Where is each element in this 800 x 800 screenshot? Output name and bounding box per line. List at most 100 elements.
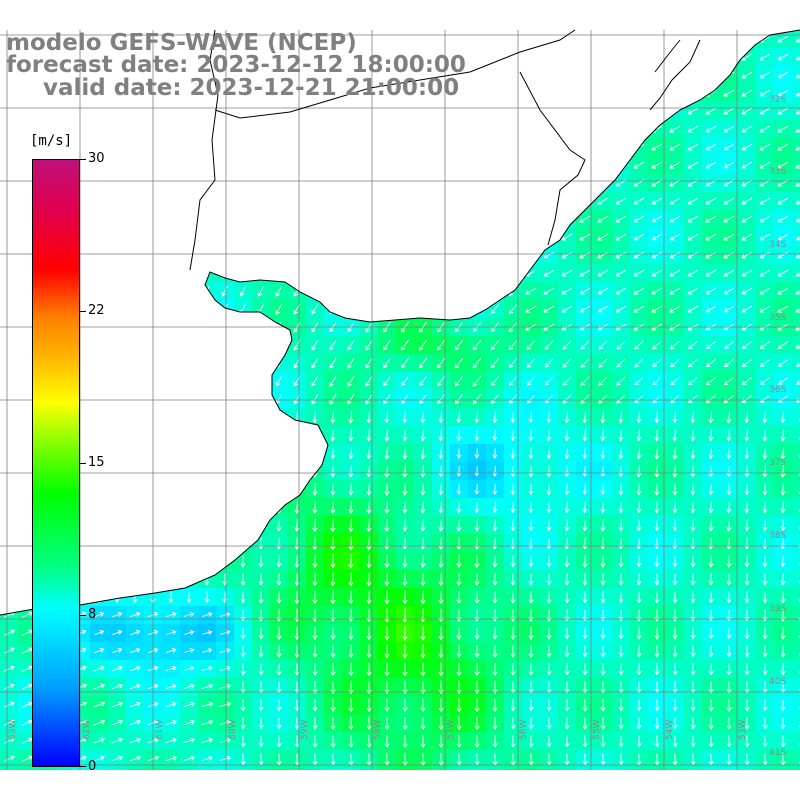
wind-arrow bbox=[383, 178, 391, 189]
wind-cell bbox=[324, 174, 342, 192]
wind-arrow bbox=[348, 680, 354, 695]
wind-arrow bbox=[456, 716, 462, 731]
wind-arrow bbox=[132, 411, 138, 424]
wind-arrow bbox=[777, 215, 788, 223]
wind-cell bbox=[90, 174, 108, 192]
wind-arrow bbox=[508, 214, 517, 224]
wind-cell bbox=[396, 246, 414, 264]
wind-arrow bbox=[455, 160, 463, 170]
wind-cell bbox=[612, 66, 630, 84]
wind-arrow bbox=[744, 411, 750, 424]
wind-cell bbox=[162, 516, 180, 534]
wind-arrow bbox=[762, 447, 768, 460]
wind-arrow bbox=[167, 285, 174, 298]
wind-arrow bbox=[259, 771, 263, 783]
wind-arrow bbox=[582, 465, 588, 478]
wind-cell bbox=[126, 426, 144, 444]
wind-cell bbox=[108, 462, 126, 480]
wind-arrow bbox=[221, 339, 228, 351]
wind-arrow bbox=[240, 411, 246, 424]
wind-cell bbox=[126, 498, 144, 516]
wind-arrow bbox=[474, 536, 480, 550]
wind-cell bbox=[450, 246, 468, 264]
wind-arrow bbox=[780, 717, 786, 730]
wind-arrow bbox=[723, 35, 735, 43]
wind-cell bbox=[630, 48, 648, 66]
wind-cell bbox=[270, 336, 288, 354]
wind-cell bbox=[558, 102, 576, 120]
wind-arrow bbox=[329, 178, 337, 189]
wind-cell bbox=[288, 246, 306, 264]
wind-arrow bbox=[257, 267, 264, 279]
wind-arrow bbox=[24, 429, 30, 442]
wind-arrow bbox=[111, 683, 124, 690]
wind-arrow bbox=[741, 377, 752, 386]
wind-arrow bbox=[239, 249, 247, 261]
wind-cell bbox=[108, 264, 126, 282]
wind-arrow bbox=[165, 611, 177, 618]
wind-cell bbox=[234, 372, 252, 390]
wind-arrow bbox=[508, 34, 518, 44]
wind-arrow bbox=[167, 195, 174, 207]
wind-cell bbox=[288, 444, 306, 462]
wind-arrow bbox=[490, 304, 499, 314]
wind-cell bbox=[162, 498, 180, 516]
wind-arrow bbox=[402, 429, 408, 442]
wind-arrow bbox=[474, 716, 480, 731]
wind-arrow bbox=[96, 483, 102, 496]
wind-cell bbox=[540, 768, 558, 770]
wind-arrow bbox=[420, 429, 426, 442]
wind-arrow bbox=[113, 105, 120, 118]
wind-arrow bbox=[239, 159, 246, 171]
wind-arrow bbox=[705, 305, 716, 313]
wind-arrow bbox=[492, 447, 498, 459]
wind-arrow bbox=[636, 555, 642, 568]
wind-arrow bbox=[276, 464, 282, 478]
wind-cell bbox=[252, 426, 270, 444]
wind-arrow bbox=[185, 141, 192, 153]
wind-cell bbox=[252, 444, 270, 462]
wind-arrow bbox=[528, 555, 534, 568]
wind-arrow bbox=[257, 159, 265, 171]
wind-arrow bbox=[240, 555, 246, 568]
wind-cell bbox=[522, 30, 540, 48]
wind-cell bbox=[108, 120, 126, 138]
wind-cell bbox=[450, 156, 468, 174]
wind-cell bbox=[234, 498, 252, 516]
wind-cell bbox=[180, 444, 198, 462]
wind-cell bbox=[270, 102, 288, 120]
wind-arrow bbox=[312, 429, 318, 442]
wind-arrow bbox=[365, 231, 373, 243]
wind-arrow bbox=[201, 683, 214, 690]
wind-arrow bbox=[167, 123, 174, 136]
wind-cell bbox=[468, 84, 486, 102]
wind-cell bbox=[486, 138, 504, 156]
wind-arrow bbox=[708, 645, 714, 658]
wind-cell bbox=[792, 48, 800, 66]
wind-arrow bbox=[239, 285, 246, 297]
wind-cell bbox=[252, 408, 270, 426]
wind-cell bbox=[792, 498, 800, 516]
wind-arrow bbox=[597, 89, 609, 97]
wind-arrow bbox=[420, 608, 426, 623]
wind-cell bbox=[342, 120, 360, 138]
wind-cell bbox=[414, 156, 432, 174]
wind-arrow bbox=[780, 699, 786, 712]
wind-cell bbox=[594, 768, 612, 770]
wind-arrow bbox=[276, 537, 282, 550]
wind-arrow bbox=[221, 249, 229, 262]
wind-cell bbox=[36, 768, 54, 770]
wind-arrow bbox=[547, 771, 551, 783]
wind-arrow bbox=[240, 735, 246, 748]
wind-cell bbox=[792, 750, 800, 768]
wind-arrow bbox=[492, 735, 498, 748]
wind-arrow bbox=[670, 377, 680, 386]
wind-arrow bbox=[311, 231, 319, 243]
wind-arrow bbox=[420, 501, 426, 514]
wind-arrow bbox=[744, 519, 750, 532]
wind-arrow bbox=[329, 286, 337, 297]
wind-cell bbox=[504, 246, 522, 264]
wind-arrow bbox=[330, 411, 336, 424]
wind-arrow bbox=[311, 357, 319, 369]
longitude-label: 56W bbox=[519, 719, 529, 740]
